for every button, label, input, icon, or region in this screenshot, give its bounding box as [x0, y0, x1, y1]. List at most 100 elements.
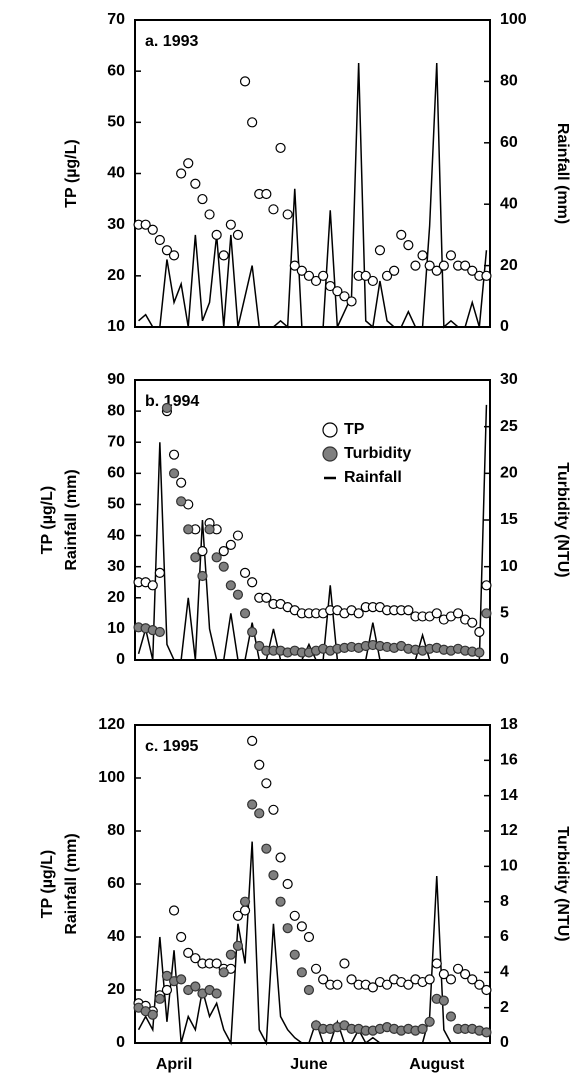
y2-tick-label: 0 — [500, 1034, 509, 1051]
tp-point — [367, 275, 378, 287]
tp-point — [232, 229, 244, 240]
y2-tick-label: 80 — [500, 73, 518, 90]
turbidity-point — [218, 967, 229, 978]
y-tick-label: 20 — [107, 981, 125, 998]
tp-point — [460, 260, 471, 271]
turbidity-point — [481, 608, 492, 619]
y2-tick-label: 20 — [500, 465, 518, 482]
x-tick-label: April — [156, 1056, 192, 1073]
turbidity-point — [197, 570, 208, 582]
y-axis-label: Rainfall (mm) — [63, 833, 80, 934]
y-tick-label: 30 — [107, 216, 125, 233]
y2-tick-label: 100 — [500, 11, 527, 28]
y2-axis-label: Rainfall (mm) — [554, 123, 571, 224]
turbidity-point — [424, 1016, 435, 1027]
tp-point — [474, 979, 485, 990]
y-tick-label: 90 — [107, 371, 125, 388]
tp-point — [268, 204, 279, 215]
tp-point — [218, 250, 229, 261]
y-axis-label: TP (µg/L) — [63, 139, 80, 207]
turbidity-point — [296, 967, 307, 978]
turbidity-point — [282, 923, 293, 934]
tp-point — [176, 477, 187, 488]
tp-point — [417, 250, 428, 261]
tp-point — [389, 265, 400, 276]
y2-tick-label: 6 — [500, 928, 509, 945]
y-axis-label: TP (µg/L) — [39, 850, 56, 918]
tp-point — [247, 117, 258, 128]
tp-point — [381, 270, 393, 281]
y-tick-label: 60 — [107, 875, 125, 892]
turbidity-point — [474, 647, 485, 658]
tp-point — [310, 275, 322, 287]
turbidity-point — [204, 524, 215, 535]
tp-point — [396, 229, 407, 240]
turbidity-point — [232, 940, 244, 951]
tp-point — [197, 546, 208, 557]
tp-point — [452, 608, 464, 619]
tp-point — [183, 947, 194, 959]
y2-tick-label: 25 — [500, 418, 518, 435]
y2-tick-label: 10 — [500, 858, 518, 875]
tp-point — [296, 921, 307, 932]
tp-point — [318, 974, 329, 985]
legend-marker — [322, 422, 338, 438]
tp-point — [460, 968, 471, 980]
y-tick-label: 80 — [107, 402, 125, 419]
tp-point — [467, 974, 478, 985]
turbidity-point — [225, 580, 236, 591]
tp-point — [438, 260, 449, 271]
tp-point — [381, 979, 393, 990]
tp-point — [310, 963, 322, 974]
tp-point — [161, 984, 173, 996]
panel-label: c. 1995 — [145, 738, 198, 755]
turbidity-point — [161, 402, 173, 414]
tp-point — [154, 567, 165, 578]
tp-point — [360, 270, 371, 281]
tp-point — [353, 608, 364, 619]
tp-point — [183, 158, 194, 169]
y-tick-label: 30 — [107, 558, 125, 575]
turbidity-point — [303, 984, 315, 996]
turbidity-point — [417, 1023, 428, 1034]
y-axis-label: TP (µg/L) — [39, 486, 56, 554]
tp-point — [403, 240, 414, 251]
tp-point — [481, 270, 492, 281]
tp-point — [176, 168, 187, 179]
rainfall-line — [138, 62, 488, 329]
tp-point — [325, 280, 336, 292]
tp-point — [467, 265, 478, 276]
tp-point — [303, 931, 315, 943]
tp-point — [225, 539, 236, 550]
y2-tick-label: 20 — [500, 257, 518, 274]
turbidity-point — [254, 808, 265, 819]
turbidity-point — [289, 949, 300, 960]
tp-point — [190, 953, 201, 964]
x-tick-label: August — [409, 1056, 465, 1073]
tp-point — [211, 958, 222, 969]
tp-point — [154, 234, 165, 246]
legend-label: Turbidity — [344, 445, 411, 462]
tp-point — [247, 577, 258, 588]
turbidity-point — [176, 974, 187, 985]
tp-point — [481, 580, 492, 591]
tp-point — [332, 286, 343, 297]
tp-point — [239, 567, 251, 578]
y2-tick-label: 14 — [500, 787, 518, 804]
turbidity-point — [211, 552, 222, 563]
tp-point — [261, 592, 272, 603]
turbidity-point — [211, 988, 222, 999]
y-tick-label: 10 — [107, 620, 125, 637]
y2-tick-label: 60 — [500, 134, 518, 151]
tp-point — [431, 265, 442, 276]
y-tick-label: 20 — [107, 267, 125, 284]
turbidity-point — [218, 561, 229, 572]
turbidity-point — [161, 970, 173, 981]
tp-point — [268, 804, 279, 815]
y2-tick-label: 4 — [500, 964, 509, 981]
turbidity-point — [183, 524, 194, 535]
turbidity-point — [239, 608, 251, 619]
tp-point — [239, 76, 251, 87]
y-tick-label: 40 — [107, 928, 125, 945]
